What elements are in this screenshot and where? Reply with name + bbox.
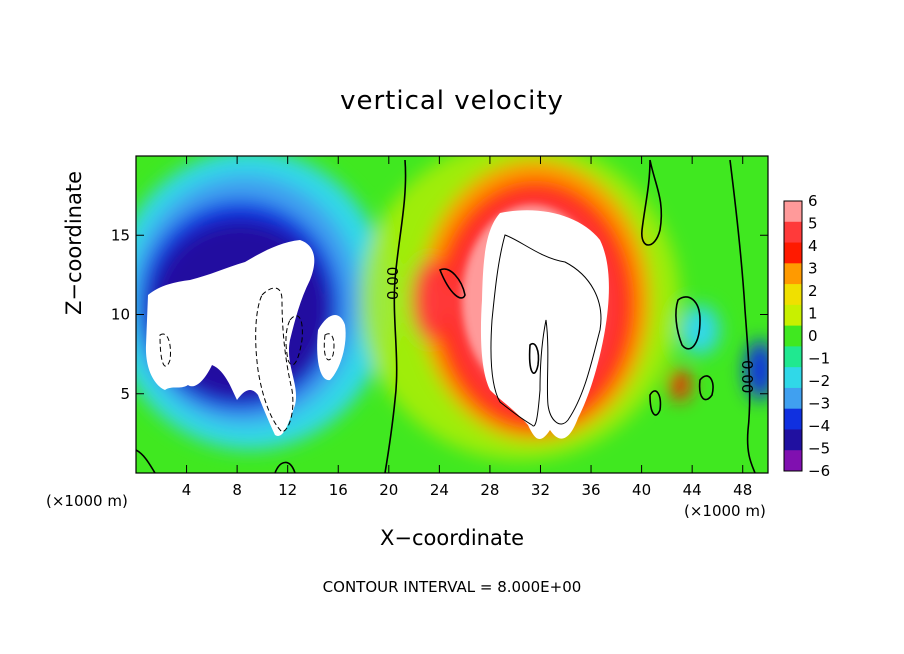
colorbar-label: −3 xyxy=(808,395,830,413)
x-tick-label: 20 xyxy=(379,481,398,499)
colorbar-swatch xyxy=(784,263,802,285)
x-tick-label: 16 xyxy=(329,481,348,499)
x-tick-label: 8 xyxy=(232,481,242,499)
colorbar-swatch xyxy=(784,242,802,264)
y-tick-label: 10 xyxy=(111,306,130,324)
colorbar-label: −2 xyxy=(808,372,830,390)
colorbar-swatch xyxy=(784,387,802,410)
contour-label: 0.00 xyxy=(384,267,402,300)
colorbar-swatch xyxy=(784,408,802,430)
y-axis-label: Z−coordinate xyxy=(62,171,86,315)
x-tick-label: 32 xyxy=(531,481,550,499)
colorbar-swatch xyxy=(784,325,802,347)
x-unit-label-left: (×1000 m) xyxy=(46,492,128,510)
colorbar-label: 4 xyxy=(808,237,818,255)
colorbar-swatch xyxy=(784,304,802,327)
x-axis: 4 8 12 16 20 24 28 32 36 40 44 48 xyxy=(182,156,752,499)
colorbar-label: 6 xyxy=(808,192,818,210)
x-unit-label-right: (×1000 m) xyxy=(684,502,766,520)
x-tick-label: 48 xyxy=(733,481,752,499)
x-tick-label: 4 xyxy=(182,481,192,499)
y-tick-label: 5 xyxy=(120,385,130,403)
colorbar-swatch xyxy=(784,201,802,223)
x-tick-label: 36 xyxy=(581,481,600,499)
colorbar-label: −6 xyxy=(808,462,830,480)
colorbar-swatch xyxy=(784,367,802,389)
colorbar-label: −1 xyxy=(808,350,830,368)
x-tick-label: 24 xyxy=(430,481,449,499)
colorbar-label: −4 xyxy=(808,417,830,435)
x-tick-label: 44 xyxy=(683,481,702,499)
velocity-field xyxy=(136,156,768,473)
colorbar-swatch xyxy=(784,450,802,472)
colorbar-label: 3 xyxy=(808,260,818,278)
colorbar-label: 1 xyxy=(808,305,818,323)
y-tick-label: 15 xyxy=(111,226,130,244)
colorbar-swatch xyxy=(784,221,802,244)
chart-title: vertical velocity xyxy=(340,86,564,116)
colorbar-swatch xyxy=(784,284,802,306)
colorbar-label: −5 xyxy=(808,440,830,458)
colorbar-frame xyxy=(783,200,803,472)
x-tick-label: 12 xyxy=(278,481,297,499)
contour-label: 0.00 xyxy=(738,360,756,393)
colorbar-label: 0 xyxy=(808,327,818,345)
colorbar: 6 5 4 3 2 1 0 −1 −2 −3 −4 −5 −6 xyxy=(783,192,830,480)
x-tick-label: 28 xyxy=(480,481,499,499)
colorbar-label: 2 xyxy=(808,282,818,300)
colorbar-label: 5 xyxy=(808,215,818,233)
colorbar-swatch xyxy=(784,346,802,368)
contour-interval-note: CONTOUR INTERVAL = 8.000E+00 xyxy=(322,578,582,596)
colorbar-swatch xyxy=(784,429,802,451)
y-axis: 5 10 15 xyxy=(111,226,768,403)
x-tick-label: 40 xyxy=(632,481,651,499)
x-axis-label: X−coordinate xyxy=(380,526,524,550)
